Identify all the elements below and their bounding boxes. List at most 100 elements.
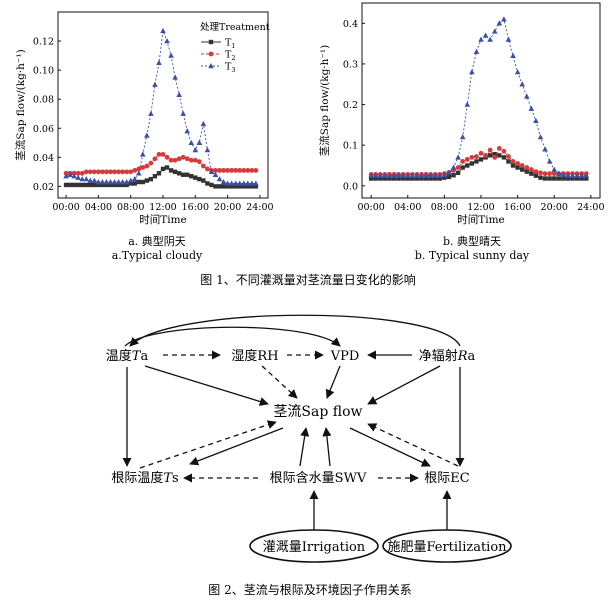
chart-a-series-3-point xyxy=(184,128,191,134)
chart-b-x-tick-label: 16:00 xyxy=(504,202,531,213)
chart-b-x-tick-label: 12:00 xyxy=(467,202,494,213)
chart-a-y-axis-label: 茎流Sap flow/(kg·h⁻¹) xyxy=(14,49,27,161)
chart-a-series-1-point xyxy=(225,184,230,189)
chart-b-series-1-point xyxy=(442,175,447,180)
chart-b-series-1-point xyxy=(382,176,388,181)
chart-b-series-3-point xyxy=(478,36,484,42)
chart-a-series-1-point xyxy=(176,171,182,176)
chart-a-series-1-point xyxy=(193,175,198,180)
chart-a-series-2-point xyxy=(245,167,251,173)
node-soil-water: 根际含水量SWV xyxy=(270,470,367,486)
chart-a-series-2-point xyxy=(192,157,198,163)
chart-a-series-2-point xyxy=(91,169,97,175)
chart-a-series-2-point xyxy=(176,156,182,162)
chart-b-series-3-point xyxy=(441,171,448,178)
chart-b-x-tick-label: 20:00 xyxy=(541,202,568,213)
chart-b-series-1-point xyxy=(433,176,438,181)
chart-b-series-3-point xyxy=(487,36,493,42)
chart-a-series-1-point xyxy=(140,179,146,185)
edge-vpd-to-sap xyxy=(325,365,341,399)
chart-b-series-2-point xyxy=(551,171,557,177)
chart-b-series-2-point xyxy=(510,159,516,164)
chart-a-series-2-point xyxy=(205,166,210,172)
chart-a-series-3-point xyxy=(220,179,227,185)
chart-a-series-2-point xyxy=(87,169,93,175)
chart-b-series-1-point xyxy=(451,173,456,178)
node-temperature: 温度Ta xyxy=(106,348,149,364)
chart-b-series-1-point xyxy=(428,176,433,181)
chart-a-series-1-point xyxy=(152,174,158,179)
chart-b-series-1-point xyxy=(533,173,539,178)
chart-b: 00:00 04:00 08:00 12:00 16:00 20:00 24:00 0.0 0.… xyxy=(318,2,605,226)
chart-a-x-tick-label: 04:00 xyxy=(85,202,112,213)
chart-a-series-3-point xyxy=(67,171,73,177)
chart-a-series-1-point xyxy=(249,184,255,189)
chart-a-series-3-point xyxy=(245,180,251,186)
chart-a-x-axis-label: 时间Time xyxy=(139,213,187,226)
chart-b-series-3-point xyxy=(450,164,457,170)
chart-b-series-2-point xyxy=(533,169,539,174)
chart-a-series-1-point xyxy=(63,182,69,188)
chart-b-series-3-point xyxy=(528,105,535,111)
chart-a-series-3-point xyxy=(212,171,219,177)
chart-b-series-2-point xyxy=(538,170,543,176)
chart-a-series-3-point xyxy=(180,110,186,116)
chart-b-series-3-point xyxy=(404,172,411,178)
chart-a-series-1-point xyxy=(136,179,141,185)
chart-a-series-1-point xyxy=(104,182,109,188)
chart-b-series-1-point xyxy=(446,174,452,180)
chart-a-series-1-point xyxy=(100,182,105,188)
chart-a-series-3-point xyxy=(144,132,150,138)
chart-a-series-2-point xyxy=(188,157,194,163)
chart-a-series-3-point xyxy=(160,27,166,34)
chart-b-series-1-point xyxy=(405,176,410,181)
chart-b-series-3-point xyxy=(418,172,425,178)
chart-a-series-3-point xyxy=(204,147,211,153)
chart-b-series-1-point xyxy=(561,176,566,181)
legend-title: 处理Treatment xyxy=(200,21,270,33)
chart-b-series-1-point xyxy=(501,155,507,160)
chart-a-series-3-point xyxy=(107,179,114,185)
chart-a-series-1-point xyxy=(71,182,77,188)
chart-b-series-1-point xyxy=(400,176,406,181)
chart-a-series-3-point xyxy=(208,168,215,175)
node-root-ec: 根际EC xyxy=(424,471,469,486)
chart-b-x-axis-label: 时间Time xyxy=(457,213,505,226)
chart-a-series-2-point xyxy=(229,167,235,173)
chart-b-series-1-point xyxy=(584,176,589,181)
chart-b-series-1-point xyxy=(368,176,374,181)
chart-a-series-2-point xyxy=(132,167,138,173)
chart-b-series-3-point xyxy=(409,172,416,178)
chart-a-series-2-point xyxy=(144,163,150,169)
chart-b-series-1-point xyxy=(552,176,557,181)
chart-b-series-1-point xyxy=(556,176,562,181)
chart-b-series-3-point xyxy=(423,172,429,178)
chart-a-series-2-point xyxy=(160,152,166,157)
chart-a-series-1-point xyxy=(148,176,154,182)
chart-b-series-2-point xyxy=(460,159,466,164)
chart-a-series-2-point xyxy=(79,170,85,176)
chart-b-series-1-point xyxy=(474,159,479,164)
edge-humidity-to-sap xyxy=(261,365,298,399)
edge-swv-to-sap-2 xyxy=(322,427,332,467)
edge-temperature-to-sap xyxy=(144,365,269,406)
chart-b-series-1-point xyxy=(378,176,383,181)
chart-b-series-3-point xyxy=(542,146,548,152)
chart-b-series-3-point xyxy=(510,52,516,59)
chart-a-series-1-point xyxy=(92,182,97,188)
chart-b-series-3-point xyxy=(446,169,452,176)
chart-a-series-1-point xyxy=(185,172,190,177)
chart-b-series-3-point xyxy=(459,134,466,140)
chart-a-series-1-point xyxy=(80,182,85,188)
chart-a-series-3-point xyxy=(232,180,239,186)
node-net-radiation: 净辐射Ra xyxy=(419,348,476,364)
legend-label-3: T3 xyxy=(225,62,235,75)
chart-b-series-3-point xyxy=(377,172,384,178)
figure-1-caption: 图 1、不同灌溉量对茎流量日变化的影响 xyxy=(200,272,415,287)
chart-b-series-1-point xyxy=(414,176,420,181)
chart-a-series-3-point xyxy=(192,147,199,153)
chart-b-caption-en: b. Typical sunny day xyxy=(415,249,530,262)
chart-a-series-2-point xyxy=(83,169,89,175)
chart-b-y-tick-label: 0.3 xyxy=(343,59,358,70)
